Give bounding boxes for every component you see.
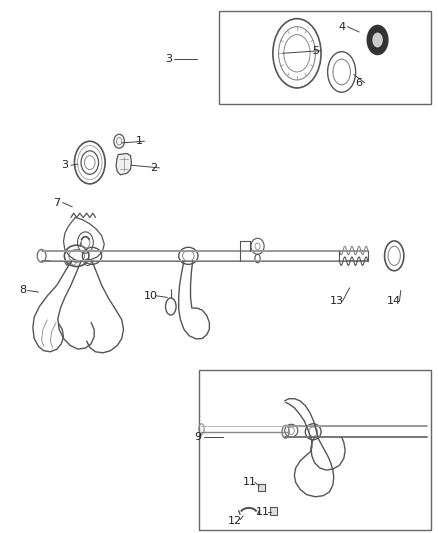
Text: 8: 8 xyxy=(19,286,26,295)
Text: 13: 13 xyxy=(330,296,344,306)
Text: 10: 10 xyxy=(144,291,158,301)
Text: 7: 7 xyxy=(53,198,60,207)
Text: 11: 11 xyxy=(256,507,270,516)
Text: 1: 1 xyxy=(136,136,143,146)
Text: 14: 14 xyxy=(387,296,401,306)
Text: 11: 11 xyxy=(243,478,257,487)
Text: 12: 12 xyxy=(228,516,242,526)
Text: 3: 3 xyxy=(61,160,68,170)
Bar xyxy=(219,11,431,104)
Text: 6: 6 xyxy=(356,78,363,87)
Text: 5: 5 xyxy=(312,46,319,55)
Text: 2: 2 xyxy=(151,163,158,173)
Ellipse shape xyxy=(372,33,383,47)
Bar xyxy=(199,370,431,530)
Polygon shape xyxy=(258,484,265,491)
Text: 3: 3 xyxy=(166,54,173,63)
Text: 9: 9 xyxy=(194,432,201,442)
Ellipse shape xyxy=(368,26,387,54)
Text: 4: 4 xyxy=(338,22,345,31)
Polygon shape xyxy=(270,507,277,515)
Polygon shape xyxy=(116,154,131,175)
